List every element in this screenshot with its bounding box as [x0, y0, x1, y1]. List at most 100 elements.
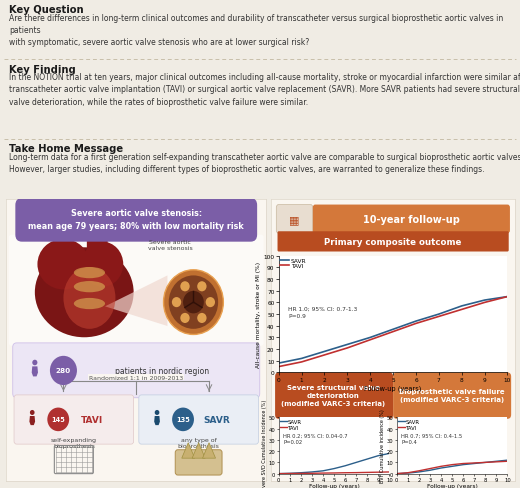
- Circle shape: [155, 410, 159, 415]
- Circle shape: [172, 298, 181, 307]
- Legend: SAVR, TAVI: SAVR, TAVI: [398, 419, 420, 429]
- Circle shape: [47, 408, 69, 431]
- Text: ▦: ▦: [289, 214, 300, 224]
- SAVR: [353, 460, 359, 466]
- SAVR: [482, 298, 488, 304]
- SAVR: [331, 466, 337, 471]
- Text: Severe aortic valve stenosis:
mean age 79 years; 80% with low mortality risk: Severe aortic valve stenosis: mean age 7…: [29, 209, 244, 230]
- Circle shape: [183, 291, 204, 314]
- SAVR: [405, 470, 411, 476]
- Text: any type of
bioprosthesis: any type of bioprosthesis: [178, 437, 219, 448]
- Line: SAVR: SAVR: [397, 460, 508, 474]
- Text: HR 0.2; 95% CI: 0.04-0.7
P=0.02: HR 0.2; 95% CI: 0.04-0.7 P=0.02: [283, 433, 348, 445]
- Circle shape: [197, 282, 206, 292]
- Text: 135: 135: [176, 417, 190, 423]
- Ellipse shape: [74, 267, 105, 279]
- Circle shape: [30, 410, 34, 415]
- TAVI: [321, 352, 328, 358]
- Ellipse shape: [63, 267, 115, 329]
- Text: HR 0.7; 95% CI: 0.4-1.5
P=0.4: HR 0.7; 95% CI: 0.4-1.5 P=0.4: [401, 433, 462, 445]
- TAVI: [298, 470, 304, 476]
- Polygon shape: [154, 416, 160, 425]
- TAVI: [386, 469, 393, 475]
- FancyBboxPatch shape: [16, 199, 257, 242]
- SAVR: [342, 463, 348, 469]
- Line: SAVR: SAVR: [279, 297, 508, 364]
- Circle shape: [172, 408, 194, 431]
- TAVI: [471, 460, 477, 466]
- SAVR: [364, 456, 370, 462]
- TAVI: [375, 469, 382, 475]
- TAVI: [416, 468, 422, 474]
- FancyBboxPatch shape: [276, 205, 313, 234]
- Text: Primary composite outcome: Primary composite outcome: [324, 237, 462, 246]
- SAVR: [287, 470, 293, 476]
- TAVI: [298, 359, 305, 365]
- SAVR: [298, 470, 304, 476]
- Text: TAVI: TAVI: [81, 415, 103, 424]
- FancyBboxPatch shape: [275, 373, 393, 419]
- Text: Long-term data for a first generation self-expanding transcatheter aortic valve : Long-term data for a first generation se…: [9, 152, 520, 173]
- SAVR: [298, 356, 305, 362]
- SAVR: [460, 462, 466, 468]
- X-axis label: Follow-up (years): Follow-up (years): [309, 484, 359, 488]
- SAVR: [504, 457, 511, 463]
- Polygon shape: [30, 416, 35, 425]
- TAVI: [493, 459, 500, 465]
- Line: SAVR: SAVR: [279, 453, 389, 474]
- Text: In the NOTION trial at ten years, major clinical outcomes including all-cause mo: In the NOTION trial at ten years, major …: [9, 73, 520, 106]
- TAVI: [320, 470, 326, 476]
- Text: 280: 280: [56, 367, 71, 374]
- TAVI: [276, 471, 282, 477]
- Text: Take Home Message: Take Home Message: [9, 144, 123, 154]
- Text: self-expanding
bioprosthesis: self-expanding bioprosthesis: [51, 437, 97, 448]
- TAVI: [459, 307, 465, 313]
- Polygon shape: [182, 443, 195, 458]
- TAVI: [482, 300, 488, 305]
- Y-axis label: BVF Cumulative incidence (%): BVF Cumulative incidence (%): [380, 409, 385, 483]
- TAVI: [436, 314, 442, 320]
- Polygon shape: [192, 443, 205, 458]
- SAVR: [413, 319, 419, 325]
- TAVI: [390, 329, 396, 335]
- Ellipse shape: [35, 248, 134, 338]
- SAVR: [438, 465, 444, 471]
- Circle shape: [205, 298, 215, 307]
- FancyBboxPatch shape: [12, 343, 260, 398]
- TAVI: [482, 460, 488, 466]
- Legend: SAVR, TAVI: SAVR, TAVI: [280, 419, 302, 429]
- FancyBboxPatch shape: [393, 373, 511, 419]
- Circle shape: [168, 276, 218, 329]
- SAVR: [386, 450, 393, 456]
- Line: TAVI: TAVI: [397, 461, 508, 474]
- TAVI: [449, 462, 455, 468]
- FancyBboxPatch shape: [313, 205, 510, 234]
- SAVR: [367, 335, 373, 341]
- Polygon shape: [32, 366, 38, 377]
- Text: Severe structural valve
deterioration
(modified VARC-3 criteria): Severe structural valve deterioration (m…: [281, 385, 385, 407]
- Circle shape: [180, 282, 190, 292]
- Text: patients in nordic region: patients in nordic region: [115, 366, 210, 375]
- Text: SAVR: SAVR: [203, 415, 230, 424]
- Y-axis label: All-cause mortality, stroke or MI (%): All-cause mortality, stroke or MI (%): [256, 262, 261, 367]
- Circle shape: [32, 360, 37, 366]
- SAVR: [449, 464, 455, 469]
- TAVI: [405, 470, 411, 476]
- TAVI: [427, 466, 433, 471]
- SAVR: [504, 294, 511, 300]
- Text: Are there differences in long-term clinical outcomes and durability of transcath: Are there differences in long-term clini…: [9, 14, 503, 47]
- Ellipse shape: [74, 282, 105, 293]
- SAVR: [344, 342, 350, 347]
- X-axis label: Follow-up (years): Follow-up (years): [365, 385, 422, 391]
- SAVR: [471, 461, 477, 467]
- FancyBboxPatch shape: [14, 395, 134, 444]
- TAVI: [367, 337, 373, 343]
- Circle shape: [50, 356, 77, 386]
- SAVR: [482, 460, 488, 466]
- Legend: SAVR, TAVI: SAVR, TAVI: [280, 258, 307, 269]
- SAVR: [394, 471, 400, 477]
- FancyBboxPatch shape: [139, 395, 258, 444]
- SAVR: [320, 468, 326, 474]
- SAVR: [309, 469, 315, 475]
- TAVI: [342, 470, 348, 476]
